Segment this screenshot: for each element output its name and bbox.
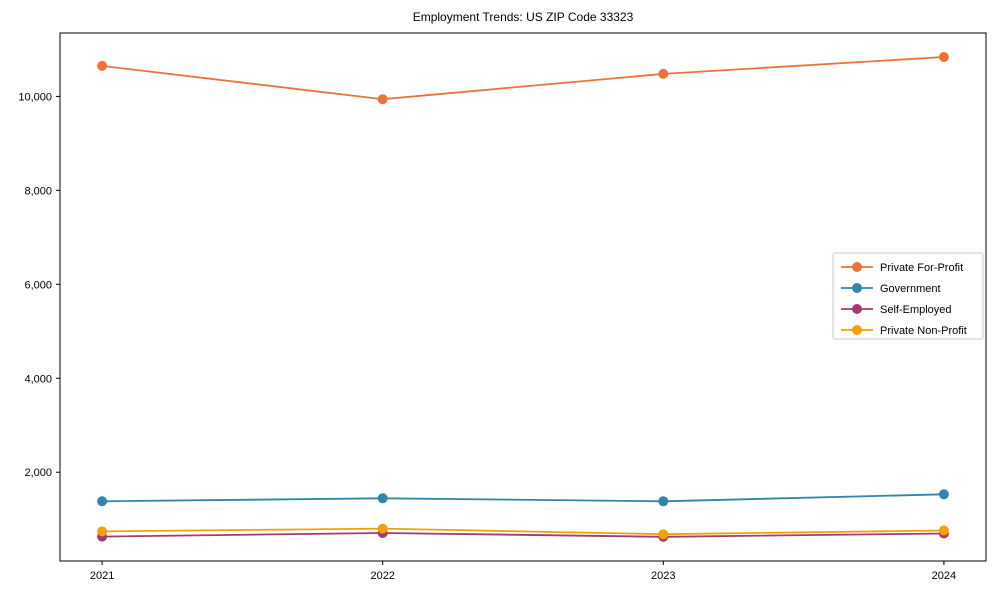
y-tick-label: 10,000 [18,91,52,103]
data-point-marker [938,52,949,62]
y-tick-label: 6,000 [24,279,52,291]
data-point-marker [658,529,669,540]
plot-border [59,32,987,562]
legend-swatch-marker [852,304,862,314]
data-point-marker [97,60,108,71]
y-tick-label: 8,000 [24,185,52,197]
x-tick-label: 2023 [651,570,675,582]
series-line [102,532,944,538]
legend-label: Government [880,283,941,295]
data-point-marker [377,493,388,504]
y-tick-label: 2,000 [24,467,52,479]
legend-label: Private For-Profit [880,262,963,274]
data-point-marker [658,68,669,79]
legend-swatch-marker [852,325,862,335]
series-line [101,56,944,101]
x-tick-label: 2022 [370,570,394,582]
legend-box [832,252,984,340]
legend-swatch-marker [852,262,862,272]
legend-label: Self-Employed [880,304,952,316]
series-line [102,493,944,503]
legend-swatch-marker [852,283,862,293]
x-tick-label: 2021 [90,570,114,582]
y-axis: 2,000 4,000 6,000 8,000 10,000 [18,91,60,479]
data-point-marker [377,523,388,534]
data-point-marker [97,496,108,507]
data-point-marker [377,94,388,105]
legend-label: Private Non-Profit [880,325,967,337]
series-line [102,527,944,536]
data-point-marker [97,526,108,537]
legend-item-private-non-profit: Private Non-Profit [841,325,967,337]
series-private-for-profit [97,52,949,105]
x-tick-label: 2024 [932,570,956,582]
x-axis: 2021 2022 2023 2024 [90,561,956,582]
legend-item-government: Government [841,283,941,295]
data-point-marker [938,489,949,500]
series-government [97,489,949,507]
data-point-marker [938,525,949,536]
legend-item-self-employed: Self-Employed [841,304,952,316]
data-point-marker [658,496,669,507]
legend-item-private-for-profit: Private For-Profit [841,262,963,274]
y-tick-label: 4,000 [24,373,52,385]
chart-title: Employment Trends: US ZIP Code 33323 [412,10,634,24]
legend: Private For-Profit Government Self-Employe… [832,252,984,340]
series-private-non-profit [97,523,949,540]
